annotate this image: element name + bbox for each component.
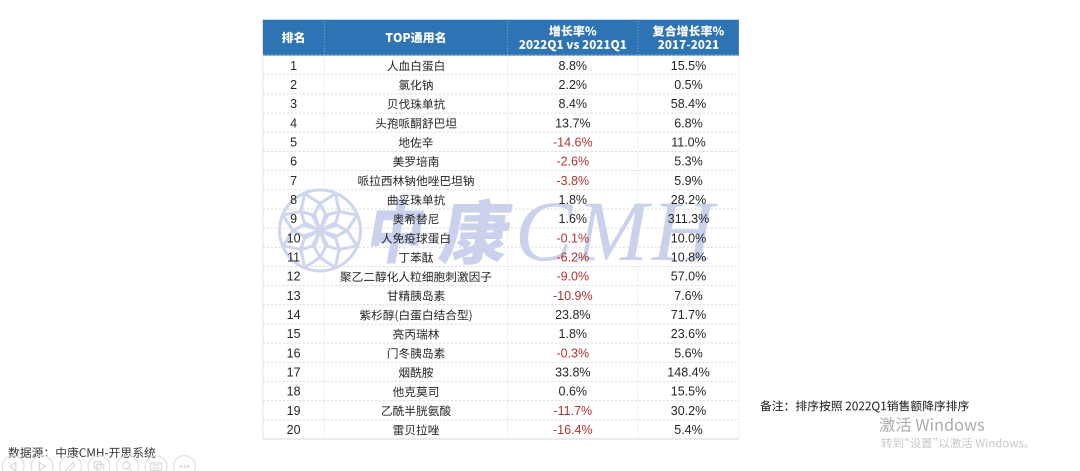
svg-text:13.7%: 13.7% xyxy=(555,116,590,130)
svg-text:23.8%: 23.8% xyxy=(555,308,590,322)
svg-text:8: 8 xyxy=(290,193,297,207)
svg-text:148.4%: 148.4% xyxy=(667,366,709,380)
svg-text:-9.0%: -9.0% xyxy=(556,270,589,284)
svg-text:0.6%: 0.6% xyxy=(559,385,588,399)
svg-text:8.4%: 8.4% xyxy=(559,97,588,111)
svg-text:5.6%: 5.6% xyxy=(674,346,703,360)
svg-text:57.0%: 57.0% xyxy=(671,270,706,284)
svg-text:17: 17 xyxy=(287,366,301,380)
svg-text:5.3%: 5.3% xyxy=(674,155,703,169)
svg-text:15: 15 xyxy=(287,327,301,341)
svg-text:15.5%: 15.5% xyxy=(671,59,706,73)
svg-text:6: 6 xyxy=(290,155,297,169)
svg-text:58.4%: 58.4% xyxy=(671,97,706,111)
svg-text:11.0%: 11.0% xyxy=(671,136,706,150)
svg-text:20: 20 xyxy=(287,423,301,437)
svg-text:2: 2 xyxy=(290,78,297,92)
svg-text:12: 12 xyxy=(287,270,301,284)
svg-text:30.2%: 30.2% xyxy=(671,404,706,418)
svg-text:-2.6%: -2.6% xyxy=(556,155,589,169)
svg-text:CMH: CMH xyxy=(515,183,718,279)
svg-text:0.5%: 0.5% xyxy=(674,78,703,92)
svg-text:10.8%: 10.8% xyxy=(671,251,706,265)
svg-text:-0.1%: -0.1% xyxy=(556,231,589,245)
svg-text:33.8%: 33.8% xyxy=(555,366,590,380)
svg-text:-6.2%: -6.2% xyxy=(556,251,589,265)
svg-text:-14.6%: -14.6% xyxy=(553,136,593,150)
svg-text:28.2%: 28.2% xyxy=(671,193,706,207)
svg-text:5.4%: 5.4% xyxy=(674,423,703,437)
svg-text:3: 3 xyxy=(290,97,297,111)
svg-text:5.9%: 5.9% xyxy=(674,174,703,188)
svg-text:8.8%: 8.8% xyxy=(559,59,588,73)
svg-text:13: 13 xyxy=(287,289,301,303)
svg-text:71.7%: 71.7% xyxy=(671,308,706,322)
svg-text:18: 18 xyxy=(287,385,301,399)
svg-text:1.8%: 1.8% xyxy=(559,327,588,341)
svg-text:1.8%: 1.8% xyxy=(559,193,588,207)
svg-text:1.6%: 1.6% xyxy=(559,212,588,226)
svg-text:5: 5 xyxy=(290,136,297,150)
svg-text:-16.4%: -16.4% xyxy=(553,423,593,437)
svg-text:19: 19 xyxy=(287,404,301,418)
svg-text:311.3%: 311.3% xyxy=(668,212,709,226)
svg-text:15.5%: 15.5% xyxy=(671,385,706,399)
svg-text:2.2%: 2.2% xyxy=(559,78,588,92)
svg-text:7.6%: 7.6% xyxy=(674,289,703,303)
svg-text:6.8%: 6.8% xyxy=(674,116,703,130)
svg-text:14: 14 xyxy=(287,308,301,322)
svg-text:9: 9 xyxy=(290,212,297,226)
svg-text:23.6%: 23.6% xyxy=(671,327,706,341)
svg-text:-3.8%: -3.8% xyxy=(556,174,589,188)
svg-text:4: 4 xyxy=(290,116,297,130)
svg-text:7: 7 xyxy=(290,174,297,188)
svg-text:10.0%: 10.0% xyxy=(671,231,706,245)
svg-text:-11.7%: -11.7% xyxy=(553,404,592,418)
svg-text:-10.9%: -10.9% xyxy=(553,289,593,303)
svg-text:16: 16 xyxy=(287,346,301,360)
svg-text:1: 1 xyxy=(290,59,297,73)
svg-text:10: 10 xyxy=(287,231,301,245)
svg-text:-0.3%: -0.3% xyxy=(556,346,589,360)
svg-text:11: 11 xyxy=(287,251,300,265)
